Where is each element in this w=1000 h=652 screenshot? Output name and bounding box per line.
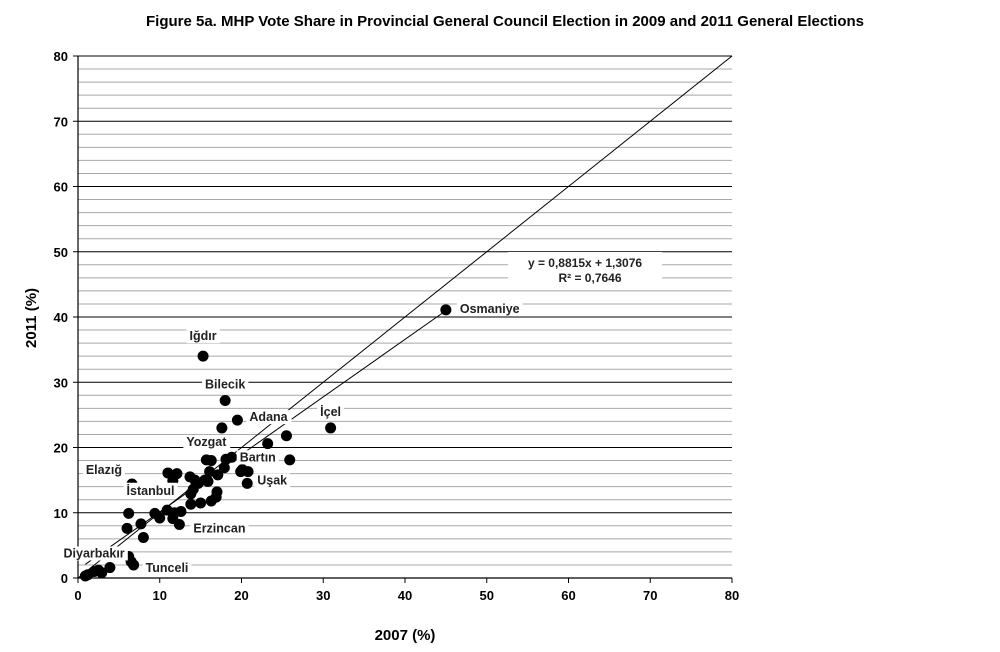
- y-tick-label: 60: [54, 180, 68, 195]
- y-tick-label: 50: [54, 245, 68, 260]
- y-tick-label: 30: [54, 375, 68, 390]
- x-tick-label: 30: [316, 588, 330, 603]
- y-tick-label: 20: [54, 441, 68, 456]
- point-label: Bartın: [240, 450, 276, 464]
- x-tick-label: 20: [234, 588, 248, 603]
- point-label: Elazığ: [86, 463, 122, 477]
- data-point: [219, 395, 231, 407]
- x-tick-label: 50: [480, 588, 494, 603]
- point-label: İçel: [320, 404, 341, 419]
- x-tick-label: 60: [561, 588, 575, 603]
- data-point: [241, 477, 253, 489]
- data-point: [325, 422, 337, 434]
- point-label-background: [186, 329, 220, 344]
- data-point: [216, 422, 228, 434]
- point-label-background: [60, 546, 128, 561]
- point-label-background: [82, 463, 125, 478]
- data-point: [185, 498, 197, 510]
- x-tick-label: 80: [725, 588, 739, 603]
- x-axis-title: 2007 (%): [375, 627, 436, 644]
- point-label-background: [236, 450, 279, 465]
- point-label-background: [456, 301, 523, 316]
- point-label: Uşak: [257, 473, 287, 487]
- data-point: [92, 564, 104, 576]
- data-point: [137, 532, 149, 544]
- data-point: [197, 350, 209, 362]
- point-label: İstanbul: [127, 483, 175, 498]
- data-point: [135, 518, 147, 530]
- data-point: [199, 474, 211, 486]
- data-point: [440, 304, 452, 316]
- x-tick-label: 0: [74, 588, 81, 603]
- point-label: Adana: [249, 410, 288, 424]
- trendline-r2-text: R² = 0,7646: [558, 271, 621, 285]
- y-tick-label: 70: [54, 114, 68, 129]
- data-point: [218, 462, 230, 474]
- point-label-background: [142, 560, 192, 575]
- point-label: Osmaniye: [460, 302, 520, 316]
- chart-title: Figure 5a. MHP Vote Share in Provincial …: [146, 13, 864, 30]
- data-point: [235, 466, 247, 478]
- data-point: [204, 466, 216, 478]
- point-label-background: [317, 403, 345, 419]
- data-point: [162, 467, 174, 479]
- trendline-equation: y = 0,8815x + 1,3076 R² = 0,7646: [508, 252, 662, 286]
- data-point: [79, 570, 91, 582]
- x-tick-label: 10: [153, 588, 167, 603]
- data-point: [262, 438, 274, 450]
- point-label: Erzincan: [193, 521, 245, 535]
- y-tick-label: 0: [61, 571, 68, 586]
- data-point: [205, 495, 217, 507]
- data-point: [104, 562, 116, 574]
- data-point: [185, 488, 197, 500]
- y-tick-label: 80: [54, 49, 68, 64]
- data-point: [284, 454, 296, 466]
- data-point: [173, 518, 185, 530]
- axes: 0 10 20 30 40 50 60 70 80 0 10 20 30 40 50 60 70 80: [54, 49, 740, 603]
- x-tick-label: 40: [398, 588, 412, 603]
- data-point: [123, 507, 135, 519]
- data-point: [226, 451, 238, 463]
- data-point: [280, 430, 292, 442]
- point-label: Iğdır: [190, 329, 217, 343]
- point-label: Yozgat: [186, 435, 227, 449]
- point-label-background: [201, 377, 249, 392]
- point-labels: Osmaniye Iğdır Bilecik Adana İçel Yozgat Bartı…: [60, 301, 523, 575]
- point-label-background: [190, 521, 249, 536]
- point-label-background: [246, 410, 292, 425]
- point-label: Tunceli: [146, 561, 189, 575]
- data-point: [121, 522, 133, 534]
- point-label-background: [183, 434, 231, 449]
- data-point: [205, 455, 217, 467]
- trendline-equation-text: y = 0,8815x + 1,3076: [528, 256, 642, 270]
- y-tick-label: 40: [54, 310, 68, 325]
- y-tick-label: 10: [54, 506, 68, 521]
- data-points: [79, 304, 452, 582]
- y-axis-title: 2011 (%): [23, 288, 40, 348]
- x-tick-label: 70: [643, 588, 657, 603]
- point-label: Bilecik: [205, 378, 245, 392]
- point-label-background: [123, 482, 178, 498]
- data-point: [231, 414, 243, 426]
- point-label: Diyarbakır: [64, 546, 125, 560]
- data-point: [154, 512, 166, 524]
- data-point: [128, 559, 140, 571]
- point-label-background: [254, 473, 291, 488]
- data-point: [195, 497, 207, 509]
- data-point: [161, 504, 173, 516]
